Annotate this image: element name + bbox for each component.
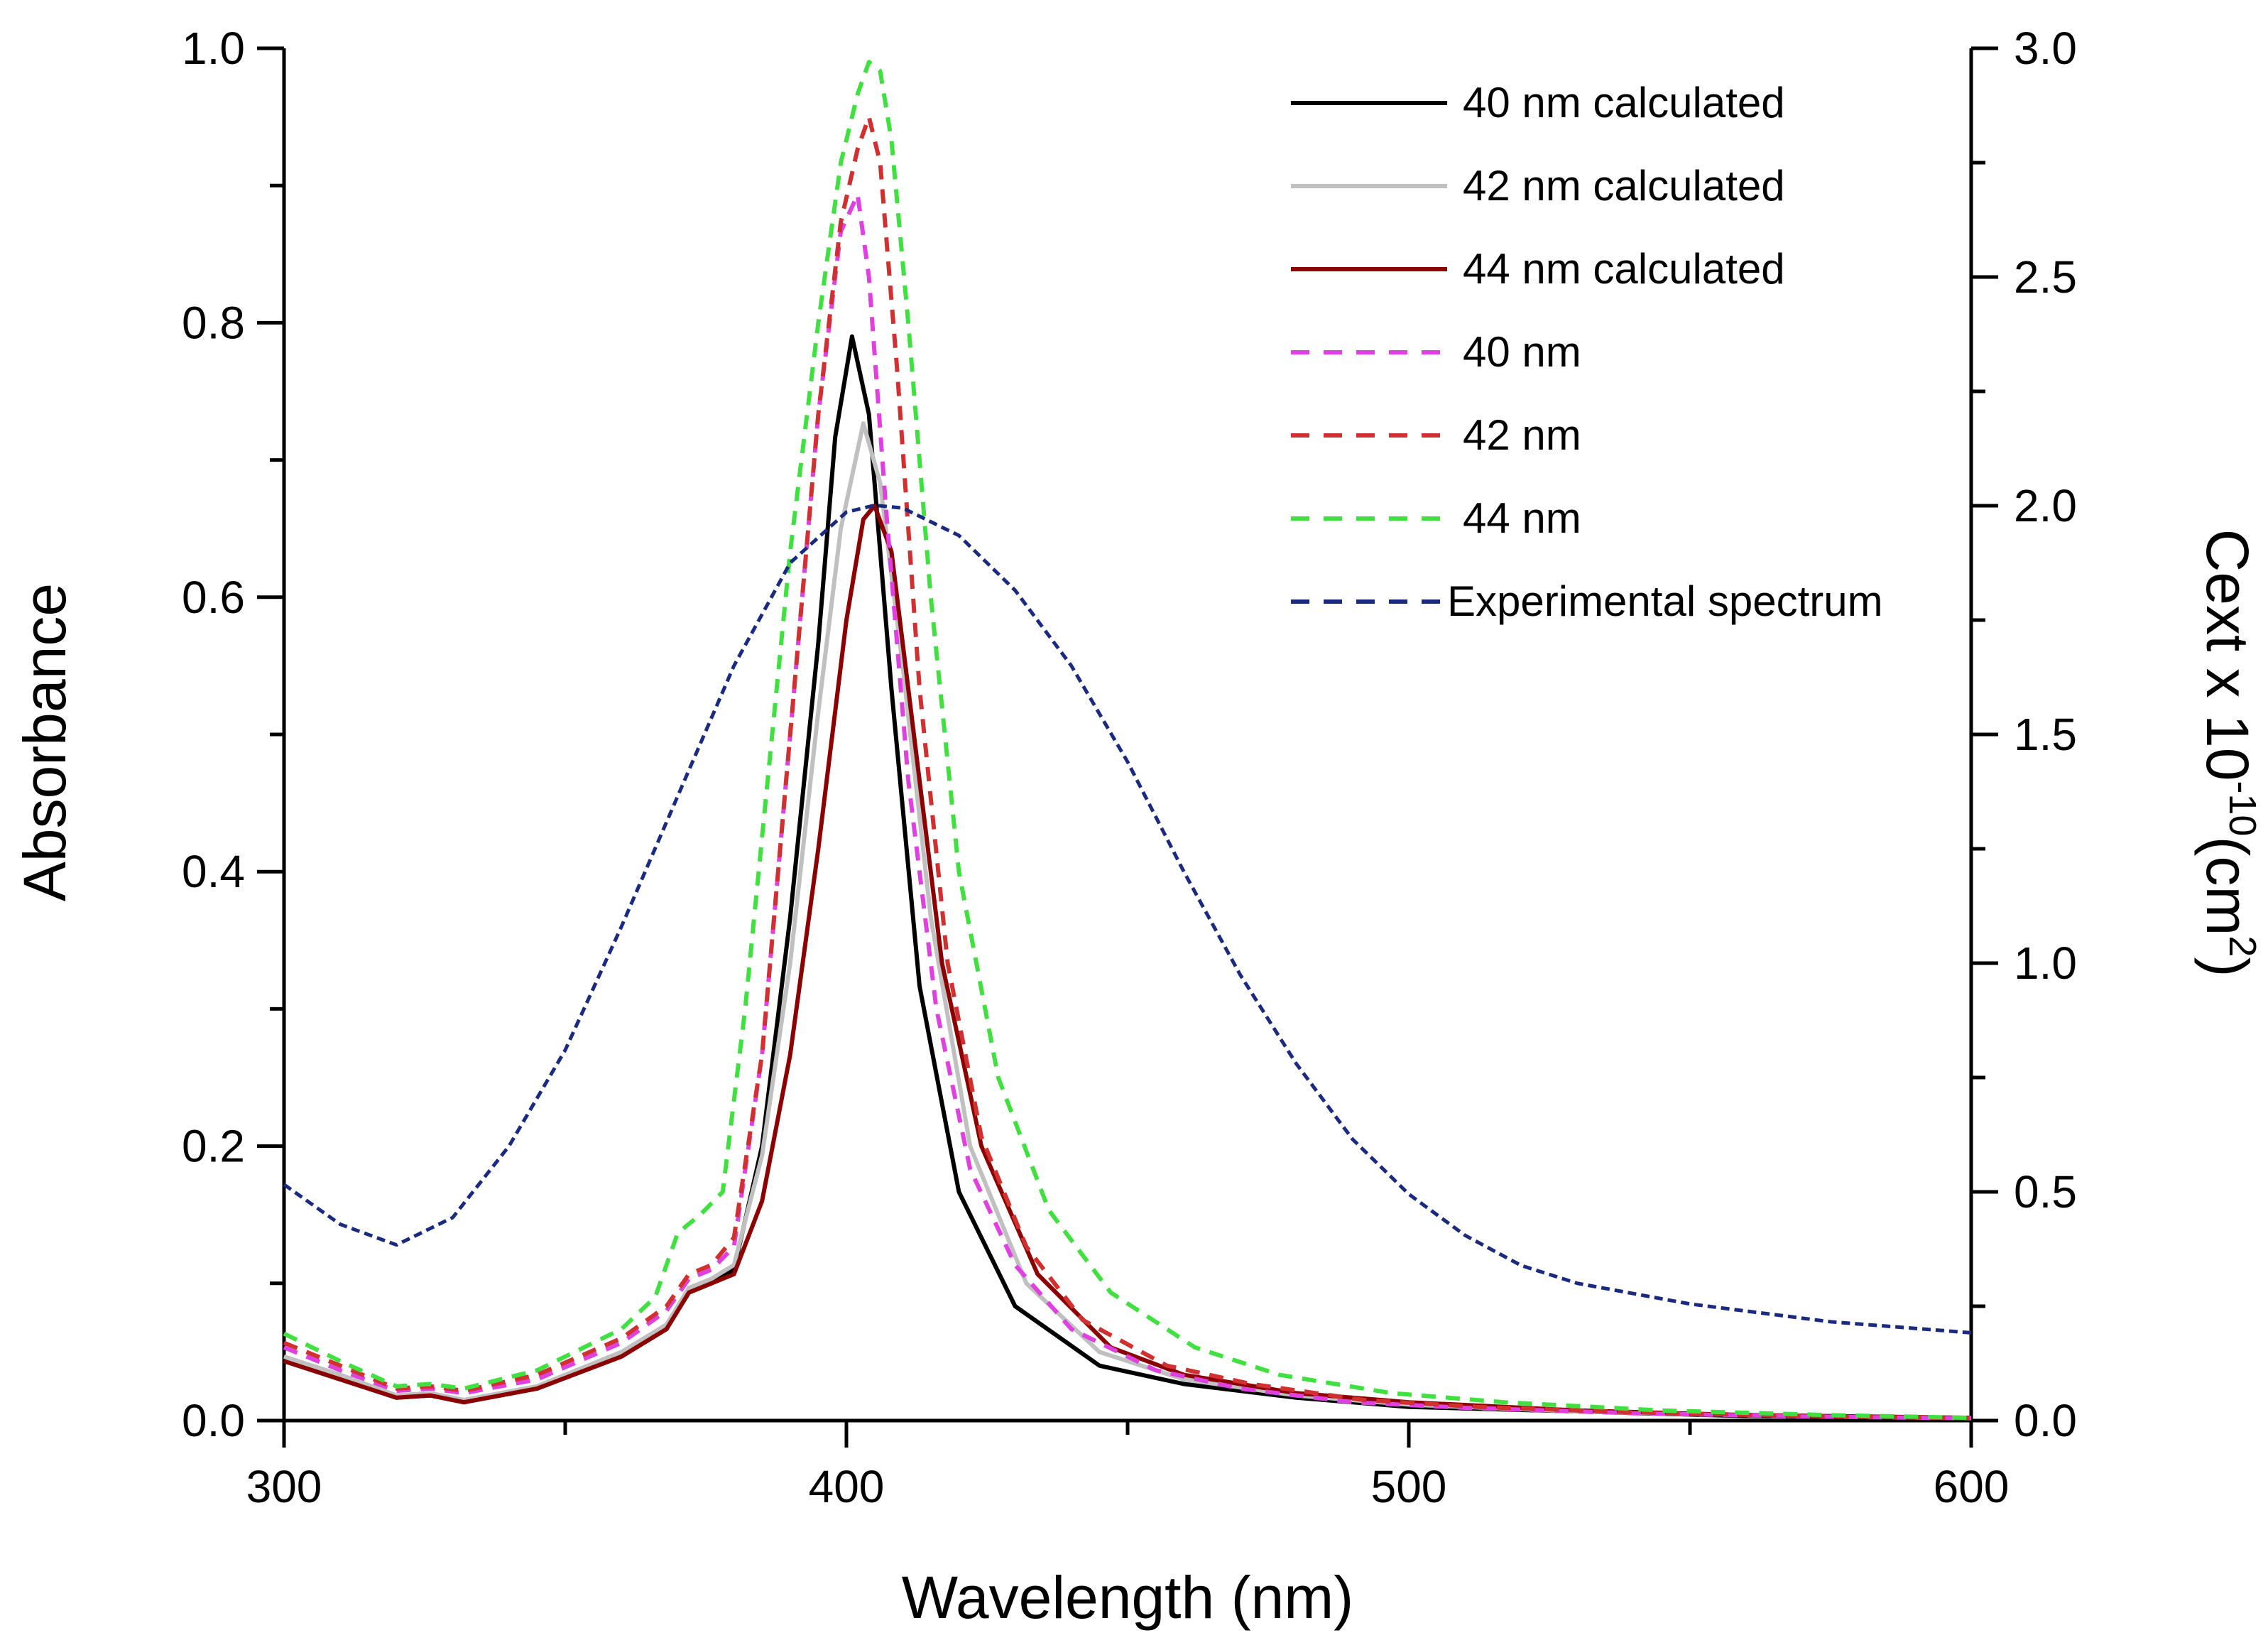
y-right-title-base: Cext x 10 [2194, 529, 2261, 781]
series-line-4 [283, 192, 1972, 1421]
x-tick-label: 600 [1934, 1461, 2010, 1512]
y-right-tick-label: 2.5 [2014, 251, 2077, 303]
ticks-layer [257, 46, 1998, 1448]
series-line-2 [283, 421, 1972, 1421]
y-tick-label: 1.0 [182, 23, 245, 74]
series-line-6 [283, 60, 1972, 1421]
legend-label-1: 40 nm calculated [1463, 79, 1785, 126]
y-right-tick-label: 1.5 [2014, 709, 2077, 760]
y-right-title-exp: -10 [2221, 781, 2264, 836]
y-right-tick-label: 0.5 [2014, 1166, 2077, 1217]
legend-label-6: 44 nm [1463, 494, 1581, 542]
legend-label-4: 40 nm [1463, 328, 1581, 376]
x-tick-label: 500 [1371, 1461, 1447, 1512]
x-tick-label: 400 [809, 1461, 885, 1512]
y-right-tick-label: 0.0 [2014, 1395, 2077, 1446]
y-tick-label: 0.8 [182, 297, 245, 348]
y-right-tick-label: 1.0 [2014, 938, 2077, 989]
y-tick-label: 0.2 [182, 1121, 245, 1172]
x-axis-title: Wavelength (nm) [902, 1564, 1353, 1631]
y-tick-label: 0.0 [182, 1395, 245, 1446]
series-line-1 [283, 334, 1972, 1421]
y-right-tick-label: 3.0 [2014, 23, 2077, 74]
series-line-3 [283, 504, 1972, 1421]
tick-labels-layer: 300 400 500 6000.00.20.40.60.81.00.00.51.01… [182, 23, 2077, 1512]
y-right-title-exp2: 2 [2221, 935, 2264, 957]
y-tick-label: 0.4 [182, 846, 245, 897]
legend-label-2: 42 nm calculated [1463, 162, 1785, 210]
legend-label-3: 44 nm calculated [1463, 245, 1785, 293]
y-tick-label: 0.6 [182, 572, 245, 623]
y-right-title-end: ) [2194, 957, 2261, 977]
legend-label-5: 42 nm [1463, 411, 1581, 459]
y-axis-title: Absorbance [11, 583, 78, 901]
y-right-tick-label: 2.0 [2014, 480, 2077, 531]
legend: 40 nm calculated 42 nm calculated 44 nm ca… [1291, 79, 1883, 625]
y-right-axis-title: Cext x 10-10(cm2) [2194, 529, 2264, 977]
series-line-5 [283, 114, 1972, 1421]
legend-label-7: Experimental spectrum [1447, 577, 1883, 625]
series-layer [283, 60, 1972, 1421]
series-line-7 [283, 503, 1972, 1335]
y-right-title-mid: (cm [2194, 836, 2261, 935]
x-tick-label: 300 [246, 1461, 322, 1512]
